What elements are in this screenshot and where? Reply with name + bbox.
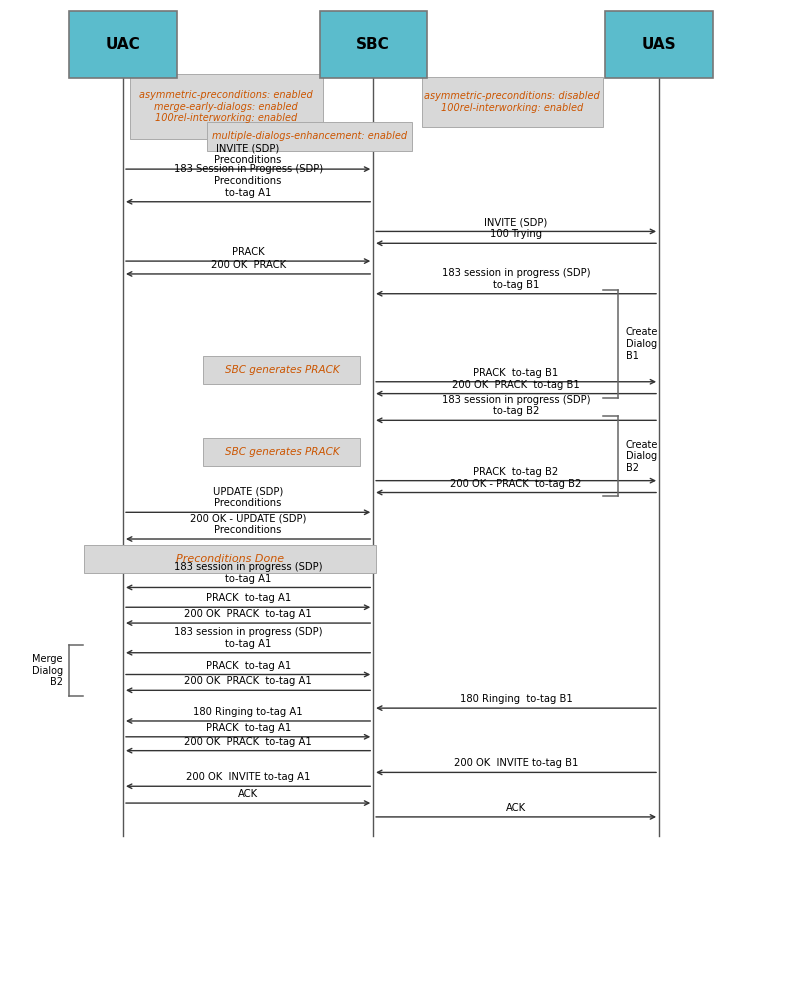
Text: asymmetric-preconditions: disabled
100rel-interworking: enabled: asymmetric-preconditions: disabled 100re…	[424, 91, 600, 113]
Text: Dialog: Dialog	[626, 451, 657, 462]
Text: Create: Create	[626, 326, 658, 337]
Text: 183 Session in Progress (SDP): 183 Session in Progress (SDP)	[174, 164, 322, 174]
Text: Dialog: Dialog	[32, 666, 63, 675]
Text: SBC generates PRACK: SBC generates PRACK	[225, 365, 339, 375]
Text: PRACK  to-tag B2: PRACK to-tag B2	[473, 467, 559, 477]
Text: Preconditions: Preconditions	[214, 498, 282, 508]
FancyBboxPatch shape	[70, 11, 176, 78]
Text: 200 OK  PRACK  to-tag B1: 200 OK PRACK to-tag B1	[453, 380, 580, 390]
Text: to-tag B1: to-tag B1	[493, 280, 539, 290]
Text: SBC generates PRACK: SBC generates PRACK	[225, 447, 339, 457]
Text: asymmetric-preconditions: enabled
merge-early-dialogs: enabled
100rel-interworki: asymmetric-preconditions: enabled merge-…	[140, 90, 313, 124]
Text: INVITE (SDP): INVITE (SDP)	[217, 143, 279, 153]
Text: 183 session in progress (SDP): 183 session in progress (SDP)	[174, 627, 322, 637]
Text: 180 Ringing  to-tag B1: 180 Ringing to-tag B1	[460, 694, 572, 704]
Text: ACK: ACK	[506, 803, 526, 813]
Text: ACK: ACK	[238, 789, 258, 799]
FancyBboxPatch shape	[422, 77, 603, 127]
FancyBboxPatch shape	[207, 122, 412, 151]
Text: to-tag A1: to-tag A1	[225, 188, 272, 198]
FancyBboxPatch shape	[84, 545, 376, 573]
Text: PRACK  to-tag A1: PRACK to-tag A1	[206, 661, 291, 671]
Text: UAS: UAS	[642, 37, 676, 52]
Text: B2: B2	[50, 677, 63, 687]
Text: 200 OK  INVITE to-tag B1: 200 OK INVITE to-tag B1	[454, 759, 578, 768]
Text: UAC: UAC	[106, 37, 141, 52]
Text: Dialog: Dialog	[626, 338, 657, 349]
Text: PRACK  to-tag B1: PRACK to-tag B1	[473, 368, 559, 378]
Text: to-tag A1: to-tag A1	[225, 574, 272, 584]
Text: Merge: Merge	[33, 654, 63, 664]
Text: 183 session in progress (SDP): 183 session in progress (SDP)	[441, 395, 591, 405]
Text: PRACK  to-tag A1: PRACK to-tag A1	[206, 593, 291, 603]
Text: 200 OK  PRACK: 200 OK PRACK	[210, 260, 286, 270]
Text: 200 OK  PRACK  to-tag A1: 200 OK PRACK to-tag A1	[184, 609, 312, 619]
Text: to-tag B2: to-tag B2	[493, 406, 539, 416]
Text: to-tag A1: to-tag A1	[225, 639, 272, 649]
Text: 200 OK  PRACK  to-tag A1: 200 OK PRACK to-tag A1	[184, 737, 312, 747]
Text: 183 session in progress (SDP): 183 session in progress (SDP)	[441, 268, 591, 278]
Text: UPDATE (SDP): UPDATE (SDP)	[213, 487, 283, 496]
Text: SBC: SBC	[357, 37, 390, 52]
Text: Preconditions: Preconditions	[214, 155, 282, 165]
Text: 200 OK  PRACK  to-tag A1: 200 OK PRACK to-tag A1	[184, 676, 312, 686]
Text: 183 session in progress (SDP): 183 session in progress (SDP)	[174, 562, 322, 572]
Text: INVITE (SDP): INVITE (SDP)	[484, 218, 548, 227]
Text: 200 OK  INVITE to-tag A1: 200 OK INVITE to-tag A1	[186, 772, 310, 782]
Text: 100 Trying: 100 Trying	[490, 229, 542, 239]
Text: Preconditions: Preconditions	[214, 525, 282, 535]
Text: B1: B1	[626, 350, 638, 361]
Text: Preconditions Done: Preconditions Done	[176, 554, 284, 564]
Text: Preconditions: Preconditions	[214, 176, 282, 186]
Text: PRACK: PRACK	[232, 247, 264, 257]
Text: 180 Ringing to-tag A1: 180 Ringing to-tag A1	[193, 707, 303, 717]
FancyBboxPatch shape	[203, 356, 360, 384]
Text: PRACK  to-tag A1: PRACK to-tag A1	[206, 723, 291, 733]
FancyBboxPatch shape	[203, 438, 360, 466]
Text: 200 OK - UPDATE (SDP): 200 OK - UPDATE (SDP)	[190, 513, 306, 523]
FancyBboxPatch shape	[605, 11, 713, 78]
Text: 200 OK - PRACK  to-tag B2: 200 OK - PRACK to-tag B2	[450, 479, 582, 489]
FancyBboxPatch shape	[129, 74, 322, 139]
FancyBboxPatch shape	[319, 11, 427, 78]
Text: B2: B2	[626, 463, 638, 474]
Text: Create: Create	[626, 439, 658, 450]
Text: multiple-dialogs-enhancement: enabled: multiple-dialogs-enhancement: enabled	[212, 132, 407, 141]
